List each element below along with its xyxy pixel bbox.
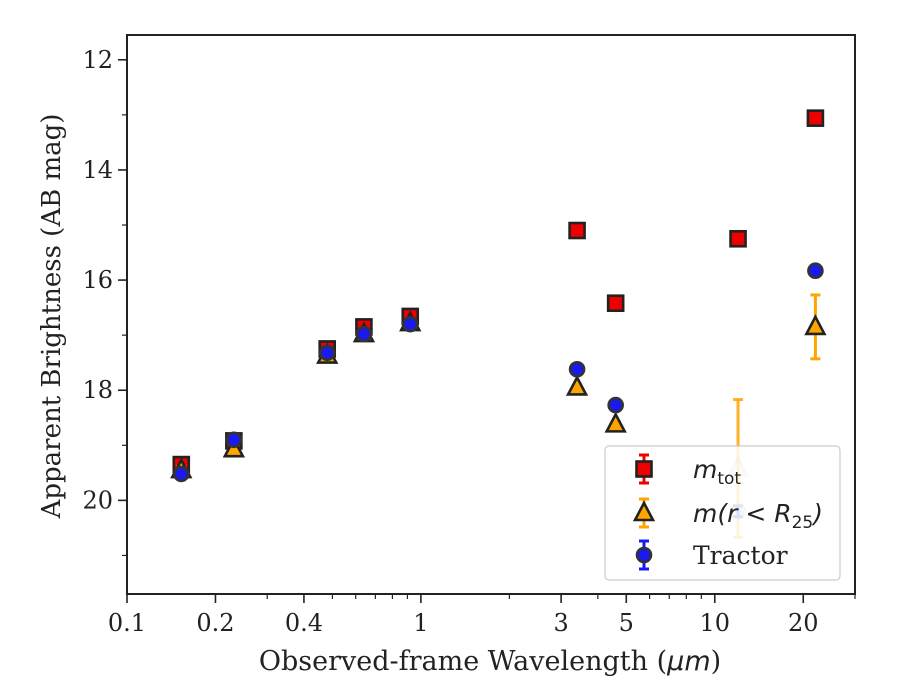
legend-marker: [635, 460, 653, 478]
data-point: [604, 411, 627, 433]
data-point: [565, 374, 589, 396]
y-tick-label: 16: [82, 266, 113, 294]
y-tick-label: 14: [82, 156, 113, 184]
y-tick-label: 18: [82, 376, 113, 404]
plot-frame: [126, 34, 856, 595]
data-point: [607, 396, 624, 414]
legend-item-tractor: Tractor: [635, 539, 788, 571]
data-point: [729, 229, 747, 248]
x-tick-label: 0.1: [108, 609, 146, 637]
data-point: [606, 294, 625, 313]
y-tick-label: 12: [82, 46, 113, 74]
x-tick-label: 3: [553, 609, 568, 637]
data-point: [225, 431, 243, 449]
data-point: [355, 325, 373, 343]
x-tick-label: 10: [700, 609, 731, 637]
axes: 0.1 0.2 0.4 1 3 5 10 20 12 14 16 18 20: [82, 34, 856, 637]
data-point: [568, 360, 586, 378]
legend-box: [604, 445, 841, 581]
legend: mtot m(r < R25) Tractor: [604, 445, 841, 581]
series-mtot: [172, 109, 825, 474]
legend-item-mtot: mtot: [635, 453, 741, 489]
legend-label: m(r < R25): [693, 499, 823, 533]
x-tick-label: 1: [413, 609, 428, 637]
data-series: [170, 109, 827, 539]
data-point: [807, 262, 824, 280]
legend-marker: [632, 500, 656, 522]
y-tick-label: 20: [82, 486, 113, 514]
legend-item-mr25: m(r < R25): [632, 497, 823, 533]
data-point: [401, 315, 419, 333]
data-point: [318, 344, 336, 362]
x-tick-label: 0.4: [285, 609, 323, 637]
data-point: [568, 221, 586, 240]
x-axis-label: Observed-frame Wavelength (μm): [259, 646, 721, 677]
legend-label: Tractor: [693, 541, 788, 570]
x-tick-label: 20: [788, 609, 819, 637]
legend-label: mtot: [693, 455, 741, 489]
data-point: [804, 314, 827, 336]
legend-marker: [635, 546, 653, 564]
data-point: [806, 109, 825, 127]
y-axis-label: Apparent Brightness (AB mag): [37, 114, 67, 520]
data-point: [172, 465, 190, 483]
x-tick-label: 0.2: [196, 609, 234, 637]
x-tick-label: 5: [619, 609, 634, 637]
